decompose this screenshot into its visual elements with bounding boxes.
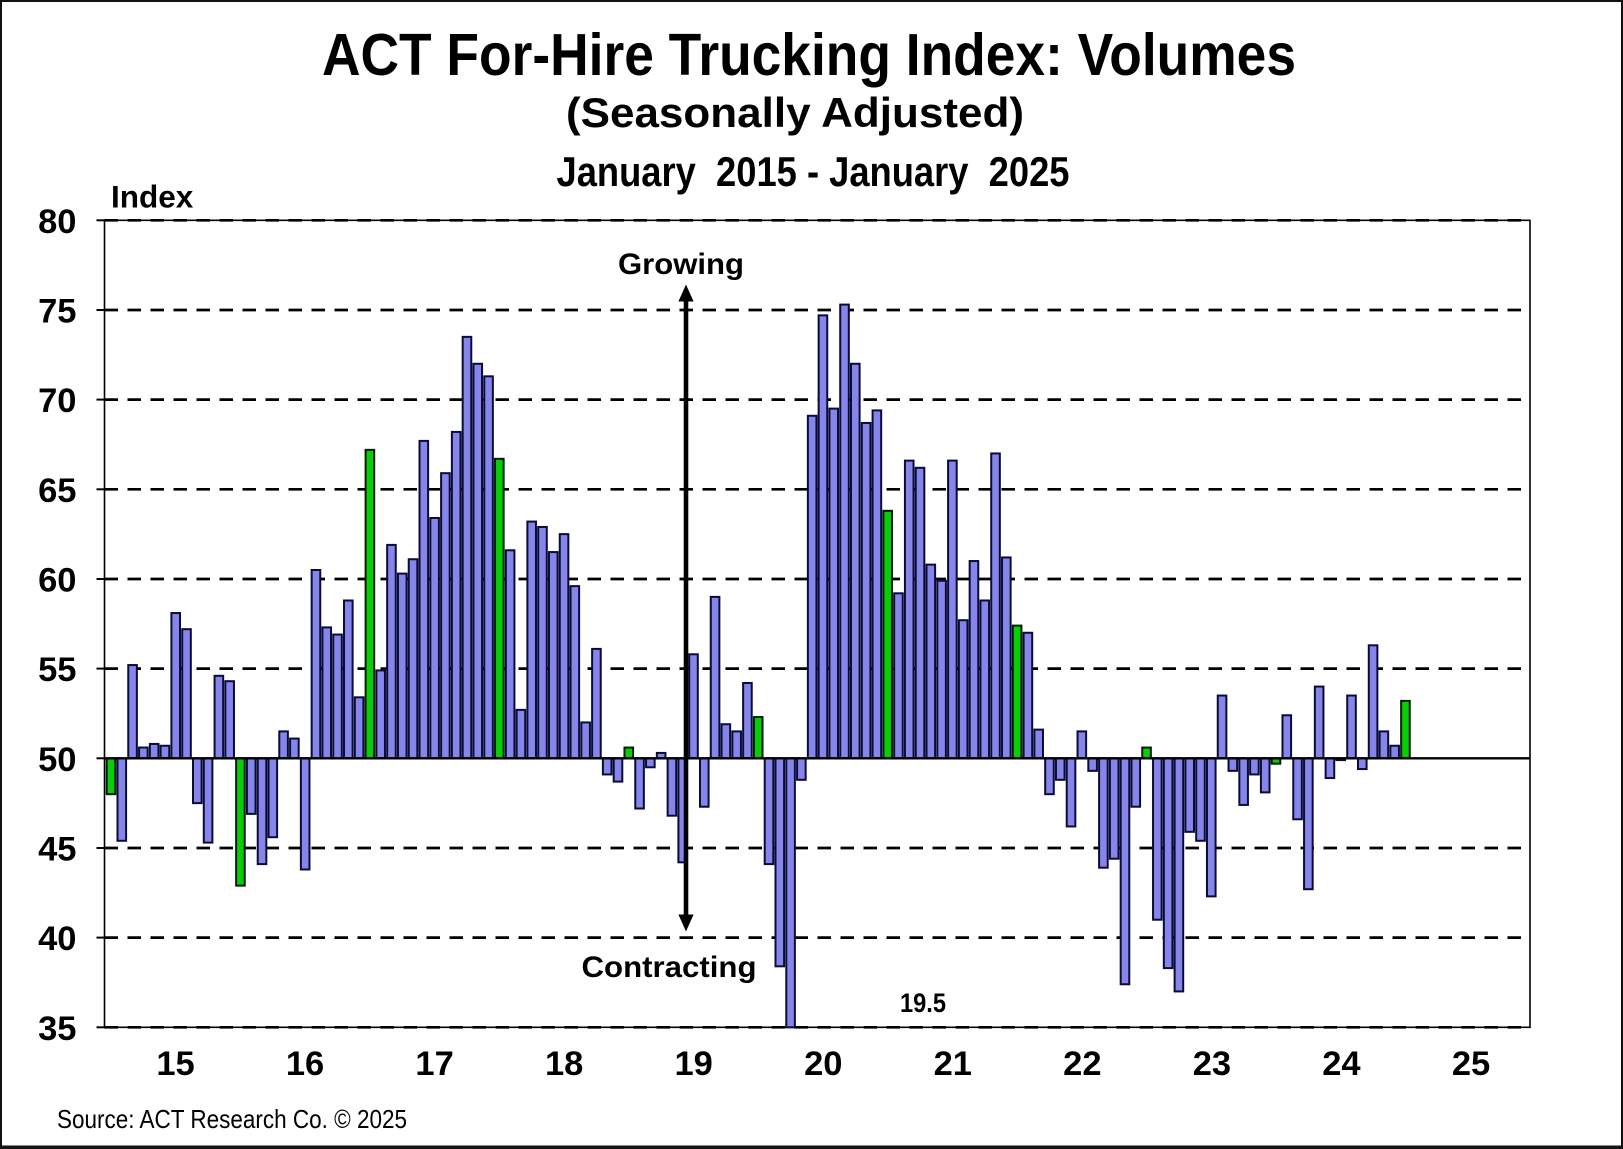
svg-text:17: 17 — [415, 1045, 453, 1083]
svg-text:18: 18 — [545, 1045, 583, 1083]
svg-text:(Seasonally Adjusted): (Seasonally Adjusted) — [566, 89, 1024, 136]
svg-text:24: 24 — [1322, 1045, 1360, 1083]
svg-text:55: 55 — [38, 651, 76, 689]
svg-text:80: 80 — [38, 203, 76, 241]
svg-text:40: 40 — [38, 920, 76, 958]
svg-text:Growing: Growing — [618, 248, 744, 281]
svg-text:60: 60 — [38, 561, 76, 599]
svg-text:Contracting: Contracting — [582, 951, 757, 984]
svg-text:Index: Index — [111, 179, 194, 215]
svg-text:19.5: 19.5 — [900, 988, 946, 1018]
svg-text:35: 35 — [38, 1010, 76, 1048]
svg-text:70: 70 — [38, 382, 76, 420]
svg-text:ACT For-Hire Trucking Index: V: ACT For-Hire Trucking Index: Volumes — [322, 22, 1296, 88]
svg-text:January 2015 - January 2025: January 2015 - January 2025 — [557, 148, 1070, 195]
svg-text:16: 16 — [286, 1045, 324, 1083]
svg-text:22: 22 — [1063, 1045, 1101, 1083]
svg-text:20: 20 — [804, 1045, 842, 1083]
svg-text:65: 65 — [38, 472, 76, 510]
svg-text:15: 15 — [156, 1045, 194, 1083]
svg-text:25: 25 — [1452, 1045, 1490, 1083]
svg-text:21: 21 — [934, 1045, 972, 1083]
svg-text:Source: ACT Research Co. © 202: Source: ACT Research Co. © 2025 — [57, 1104, 407, 1134]
svg-text:75: 75 — [38, 292, 76, 330]
svg-text:23: 23 — [1193, 1045, 1231, 1083]
svg-text:45: 45 — [38, 830, 76, 868]
svg-text:19: 19 — [675, 1045, 713, 1083]
svg-text:50: 50 — [38, 741, 76, 779]
